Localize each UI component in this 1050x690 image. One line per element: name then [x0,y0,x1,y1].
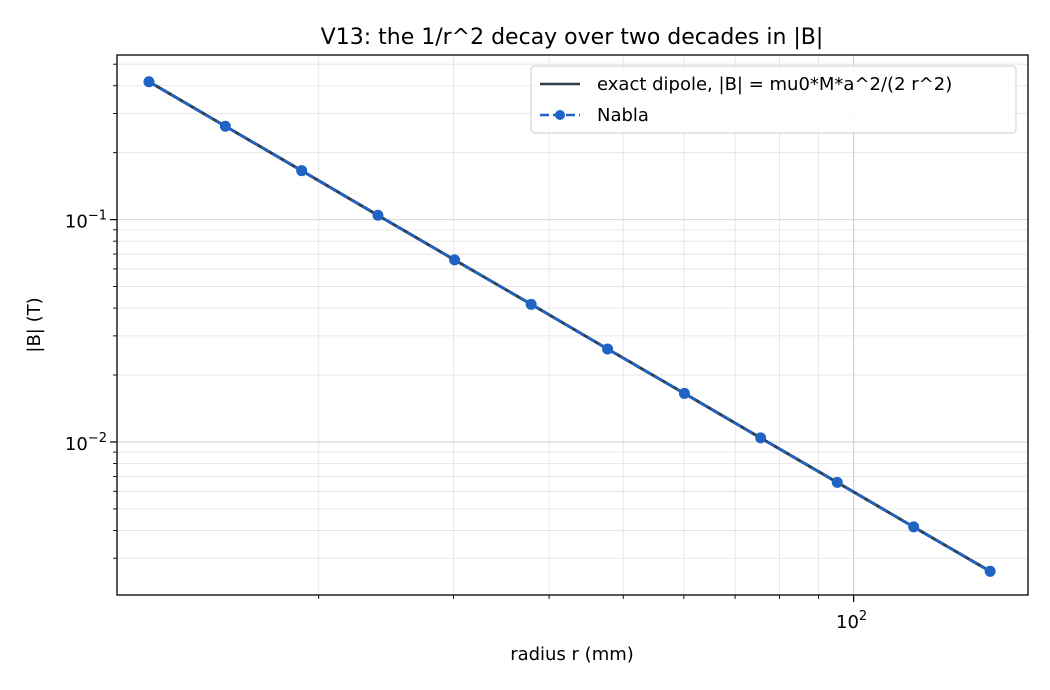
nabla-point [219,120,231,132]
nabla-point [296,165,308,177]
nabla-point [602,343,614,355]
y-tick-label: 10−2 [65,431,107,455]
plot-frame [116,54,1029,596]
nabla-point [755,432,767,444]
legend-marker-nabla [555,110,565,120]
legend-box [530,65,1017,134]
nabla-point [984,565,996,577]
nabla-point [449,254,461,266]
plot-lines [143,76,996,577]
x-tick-label: 102 [836,609,867,633]
legend-label-nabla: Nabla [597,105,649,126]
nabla-point [372,209,384,221]
nabla-point [678,387,690,399]
legend-label-exact: exact dipole, |B| = mu0*M*a^2/(2 r^2) [597,74,952,95]
nabla-point [525,298,537,310]
x-axis-label: radius r (mm) [510,644,634,665]
series-line-nabla [148,80,991,573]
chart-title: V13: the 1/r^2 decay over two decades in… [321,25,824,50]
axis-ticks: 102 10−1 10−2 [65,63,867,633]
nabla-point [143,76,155,88]
nabla-point [831,476,843,488]
legend: exact dipole, |B| = mu0*M*a^2/(2 r^2) Na… [530,65,1017,134]
y-axis-label: |B| (T) [24,297,45,352]
nabla-point [908,521,920,533]
y-tick-label: 10−1 [65,209,107,233]
